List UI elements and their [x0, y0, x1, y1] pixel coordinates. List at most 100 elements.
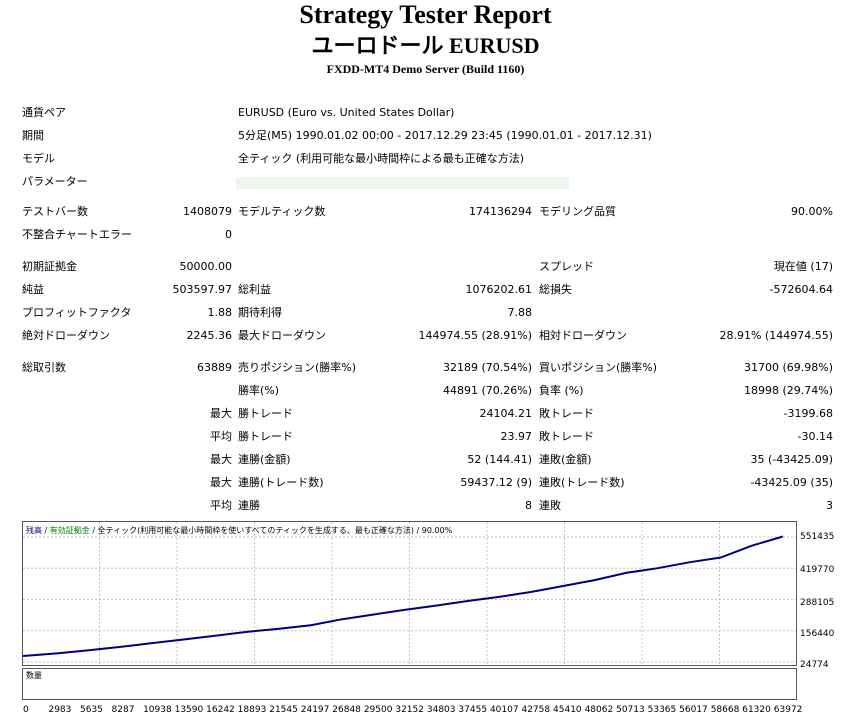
- mismatch-label: 不整合チャートエラー: [22, 228, 132, 241]
- spread-value: 現在値 (17): [773, 260, 833, 273]
- max-dd-label: 最大ドローダウン: [238, 329, 326, 342]
- trades-value: 63889: [197, 361, 232, 374]
- pf-value: 1.88: [207, 306, 233, 319]
- avg-loss-label: 敗トレード: [539, 430, 594, 443]
- legend-quality: 90.00%: [421, 526, 453, 535]
- largest-win-value: 24104.21: [479, 407, 533, 420]
- cons-loss-trades-label: 連敗(トレード数): [539, 476, 625, 489]
- win-rate-value: 44891 (70.26%): [442, 384, 532, 397]
- net-label: 純益: [22, 283, 44, 296]
- x-tick-label: 16242: [206, 705, 235, 715]
- x-tick-label: 53365: [647, 705, 677, 715]
- y-tick-label: 24774: [800, 660, 829, 670]
- largest-win-label: 勝トレード: [238, 407, 293, 420]
- avg-loss-value: -30.14: [797, 430, 833, 443]
- max-money-prefix: 最大: [210, 453, 232, 466]
- x-tick-label: 29500: [363, 705, 393, 715]
- legend-balance: 残高: [26, 526, 42, 535]
- expected-label: 期待利得: [238, 306, 282, 319]
- x-tick-label: 50713: [616, 705, 645, 715]
- rel-dd-value: 28.91% (144974.55): [719, 329, 833, 342]
- report-title: Strategy Tester Report: [299, 0, 552, 29]
- bars-label: テストバー数: [22, 205, 88, 218]
- x-tick-label: 56017: [679, 705, 708, 715]
- abs-dd-value: 2245.36: [186, 329, 233, 342]
- avg-cons-loss-value: 3: [826, 499, 833, 512]
- volume-panel: 数量: [22, 668, 797, 700]
- legend-sep-1: /: [42, 526, 50, 535]
- x-tick-label: 63972: [773, 705, 803, 715]
- x-tick-label: 10938: [143, 705, 172, 715]
- avg-cons-prefix: 平均: [210, 499, 232, 512]
- x-tick-label: 34803: [426, 705, 456, 715]
- net-value: 503597.97: [172, 283, 233, 296]
- legend-sep-2: /: [89, 526, 98, 535]
- server-name: FXDD-MT4 Demo Server (Build 1160): [326, 62, 525, 76]
- params-label: パラメーター: [22, 175, 88, 188]
- gross-profit-label: 総利益: [238, 283, 271, 296]
- cons-win-trades-value: 59437.12 (9): [460, 476, 532, 489]
- ticks-label: モデルティック数: [238, 205, 326, 218]
- largest-loss-value: -3199.68: [783, 407, 833, 420]
- y-tick-label: 419770: [800, 565, 835, 575]
- x-tick-label: 42758: [521, 705, 551, 715]
- x-tick-label: 40107: [489, 705, 519, 715]
- params-value-bar: [236, 177, 569, 189]
- average-prefix: 平均: [210, 430, 232, 443]
- volume-label: 数量: [26, 671, 42, 680]
- max-trades-prefix: 最大: [210, 476, 232, 489]
- cons-loss-money-label: 連敗(金額): [539, 453, 592, 466]
- balance-series-line: [22, 535, 784, 657]
- chart-grid: [23, 522, 796, 665]
- deposit-value: 50000.00: [179, 260, 233, 273]
- x-tick-label: 8287: [111, 705, 135, 715]
- pair-value: EURUSD (Euro vs. United States Dollar): [238, 106, 455, 119]
- loss-rate-label: 負率 (%): [539, 384, 584, 397]
- legend-model: 全ティック(利用可能な最小時間枠を使いすべてのティックを生成する、最も正確な方法…: [97, 526, 414, 535]
- legend-sep-3: /: [413, 526, 422, 535]
- x-tick-label: 13590: [174, 705, 204, 715]
- y-tick-label: 288105: [800, 598, 835, 608]
- deposit-label: 初期証拠金: [22, 260, 77, 273]
- short-label: 売りポジション(勝率%): [238, 361, 357, 374]
- rel-dd-label: 相対ドローダウン: [539, 329, 627, 342]
- cons-win-trades-label: 連勝(トレード数): [238, 476, 324, 489]
- quality-label: モデリング品質: [539, 205, 616, 218]
- x-tick-label: 26848: [332, 705, 361, 715]
- long-value: 31700 (69.98%): [743, 361, 833, 374]
- x-tick-label: 32152: [395, 705, 424, 715]
- long-label: 買いポジション(勝率%): [539, 361, 658, 374]
- max-dd-value: 144974.55 (28.91%): [418, 329, 532, 342]
- gross-profit-value: 1076202.61: [465, 283, 532, 296]
- x-tick-label: 45410: [553, 705, 582, 715]
- x-tick-label: 18893: [237, 705, 267, 715]
- mismatch-value: 0: [225, 228, 232, 241]
- short-value: 32189 (70.54%): [442, 361, 532, 374]
- x-tick-label: 21545: [269, 705, 298, 715]
- trades-label: 総取引数: [22, 361, 66, 374]
- model-label: モデル: [22, 152, 55, 165]
- x-tick-label: 37455: [458, 705, 488, 715]
- report-subtitle: ユーロドール EURUSD: [311, 33, 540, 58]
- spread-label: スプレッド: [539, 260, 594, 273]
- y-tick-label: 551435: [800, 532, 835, 542]
- x-tick-label: 5635: [80, 705, 103, 715]
- avg-cons-win-label: 連勝: [238, 499, 260, 512]
- chart-legend: 残高 / 有効証拠金 / 全ティック(利用可能な最小時間枠を使いすべてのティック…: [26, 526, 452, 536]
- cons-loss-trades-value: -43425.09 (35): [750, 476, 833, 489]
- abs-dd-label: 絶対ドローダウン: [22, 329, 110, 342]
- loss-rate-value: 18998 (29.74%): [743, 384, 833, 397]
- chart-frame: [22, 521, 797, 666]
- x-tick-label: 2983: [48, 705, 72, 715]
- cons-win-money-label: 連勝(金額): [238, 453, 291, 466]
- y-tick-label: 156440: [800, 629, 835, 639]
- balance-chart-svg: [22, 521, 797, 666]
- largest-prefix: 最大: [210, 407, 232, 420]
- model-value: 全ティック (利用可能な最小時間枠による最も正確な方法): [238, 152, 525, 165]
- bars-value: 1408079: [183, 205, 232, 218]
- pf-label: プロフィットファクタ: [22, 306, 132, 319]
- ticks-value: 174136294: [469, 205, 532, 218]
- x-tick-label: 0: [23, 705, 29, 715]
- win-rate-label: 勝率(%): [238, 384, 280, 397]
- x-tick-label: 61320: [742, 705, 771, 715]
